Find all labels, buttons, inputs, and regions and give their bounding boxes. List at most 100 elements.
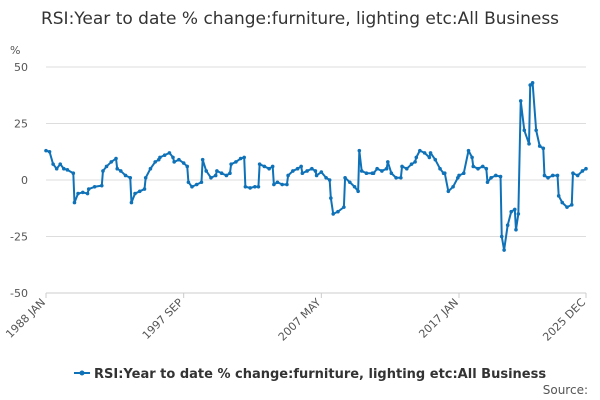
data-point — [243, 184, 248, 189]
data-point — [427, 155, 432, 160]
data-point — [438, 166, 442, 171]
data-point — [58, 162, 63, 166]
data-point — [209, 175, 213, 180]
data-point — [248, 186, 252, 190]
data-point — [446, 189, 451, 194]
data-point — [272, 182, 276, 187]
data-point — [285, 182, 289, 187]
data-point — [194, 182, 199, 187]
data-point — [509, 209, 514, 214]
data-point — [514, 227, 518, 232]
data-point — [215, 169, 219, 173]
data-point — [280, 182, 284, 187]
y-tick-label: 50 — [14, 61, 28, 74]
data-point — [114, 156, 118, 161]
data-point — [542, 173, 547, 178]
data-point — [200, 157, 205, 162]
data-point — [470, 155, 474, 160]
data-point — [555, 173, 560, 178]
data-point — [190, 184, 194, 189]
data-point — [137, 189, 142, 194]
data-point — [213, 173, 218, 178]
legend[interactable]: RSI:Year to date % change:furniture, lig… — [74, 367, 546, 382]
data-point — [314, 173, 319, 178]
data-point — [219, 171, 224, 176]
data-point — [229, 162, 233, 166]
data-point — [522, 128, 527, 133]
data-point — [181, 161, 186, 165]
series-group — [44, 81, 588, 252]
data-point — [466, 148, 471, 153]
x-tick-label: 2025 DEC — [540, 296, 588, 344]
data-point — [399, 175, 403, 180]
y-axis: 50 25 0 -25 -50 — [10, 61, 28, 300]
data-point — [537, 144, 542, 148]
data-point — [518, 99, 523, 103]
x-tick-label: 1997 SEP — [140, 296, 186, 342]
data-point — [115, 166, 120, 171]
data-point — [485, 180, 490, 185]
data-point — [352, 184, 357, 189]
data-point — [428, 151, 433, 155]
data-point — [546, 175, 550, 180]
data-point — [343, 175, 347, 180]
data-point — [71, 171, 76, 176]
data-point — [310, 166, 314, 171]
data-point — [394, 175, 398, 180]
x-tick-label: 2007 MAY — [276, 296, 324, 344]
data-point — [158, 155, 162, 160]
data-point — [480, 164, 485, 169]
data-point — [305, 169, 309, 173]
data-point — [356, 189, 360, 194]
y-tick-label: 25 — [14, 118, 28, 131]
data-point — [484, 166, 489, 171]
data-point — [461, 171, 466, 176]
data-point — [186, 180, 191, 185]
data-point — [44, 148, 48, 153]
data-point — [386, 160, 390, 164]
data-point — [256, 184, 261, 189]
data-point — [327, 178, 332, 182]
data-point — [556, 194, 561, 198]
data-point — [172, 160, 176, 164]
data-point — [580, 169, 585, 173]
data-point — [199, 180, 204, 185]
data-point — [528, 83, 533, 87]
data-point — [118, 169, 123, 173]
data-point — [185, 164, 190, 169]
data-point — [571, 171, 575, 176]
legend-marker — [79, 370, 85, 376]
data-point — [62, 166, 66, 171]
data-point — [414, 155, 419, 160]
data-point — [389, 171, 394, 176]
grid-lines — [46, 66, 586, 294]
data-point — [476, 166, 480, 171]
data-point — [128, 175, 133, 180]
data-point — [76, 191, 80, 196]
data-point — [51, 162, 55, 166]
data-point — [101, 169, 105, 173]
data-point — [123, 173, 128, 178]
data-point — [270, 164, 275, 169]
data-point — [72, 200, 77, 205]
data-point — [534, 128, 538, 133]
data-point — [142, 187, 147, 191]
data-point — [442, 171, 447, 176]
chart-title: RSI:Year to date % change:furniture, lig… — [40, 9, 560, 29]
data-point — [133, 191, 137, 196]
data-point — [336, 209, 340, 214]
data-point — [505, 223, 510, 227]
data-point — [291, 169, 295, 173]
data-point — [80, 190, 85, 195]
data-point — [348, 180, 352, 185]
data-point — [530, 81, 535, 85]
legend-label: RSI:Year to date % change:furniture, lig… — [94, 367, 546, 382]
data-point — [228, 171, 232, 176]
data-point — [404, 166, 409, 171]
data-point — [451, 184, 455, 189]
data-point — [489, 175, 493, 180]
data-point — [359, 169, 364, 173]
data-point — [275, 180, 280, 185]
data-point — [99, 183, 104, 188]
data-point — [295, 166, 300, 171]
